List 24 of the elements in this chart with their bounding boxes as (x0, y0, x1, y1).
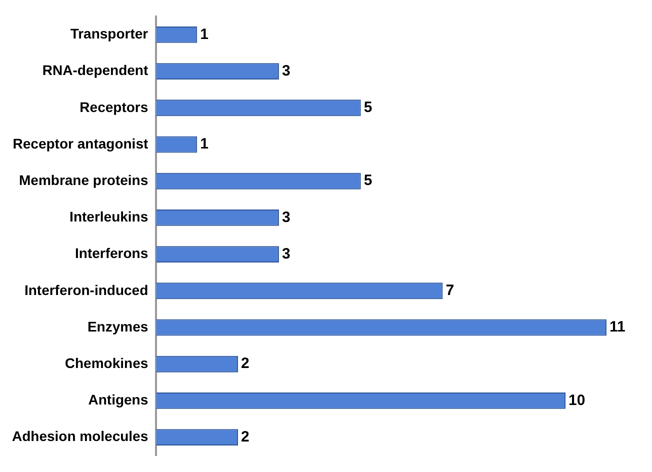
data-label: 10 (568, 392, 586, 409)
y-tick-label: Receptor antagonist (12, 135, 148, 152)
y-tick-label: Adhesion molecules (12, 428, 148, 444)
y-tick-label: Interleukins (70, 208, 148, 225)
data-label: 2 (241, 428, 250, 446)
data-label: 3 (282, 245, 290, 262)
y-tick-label: Antigens (88, 392, 148, 408)
y-tick-label: Membrane proteins (19, 172, 148, 188)
data-label: 1 (200, 136, 208, 153)
data-label: 11 (609, 318, 626, 336)
data-label: 7 (446, 282, 454, 300)
data-label: 3 (282, 62, 290, 80)
data-label: 1 (200, 26, 208, 43)
y-tick-label: RNA-dependent (42, 62, 148, 78)
data-label: 2 (241, 355, 250, 372)
y-tick-label: Chemokines (64, 354, 148, 371)
data-label: 5 (364, 172, 372, 190)
y-tick-label: Receptors (80, 98, 148, 115)
y-tick-label: Interferon-induced (24, 282, 148, 298)
y-tick-label: Interferons (75, 245, 148, 262)
data-label: 5 (364, 99, 372, 116)
y-tick-label: Transporter (70, 26, 149, 42)
y-tick-label: Enzymes (87, 318, 148, 334)
data-label: 3 (282, 208, 290, 226)
